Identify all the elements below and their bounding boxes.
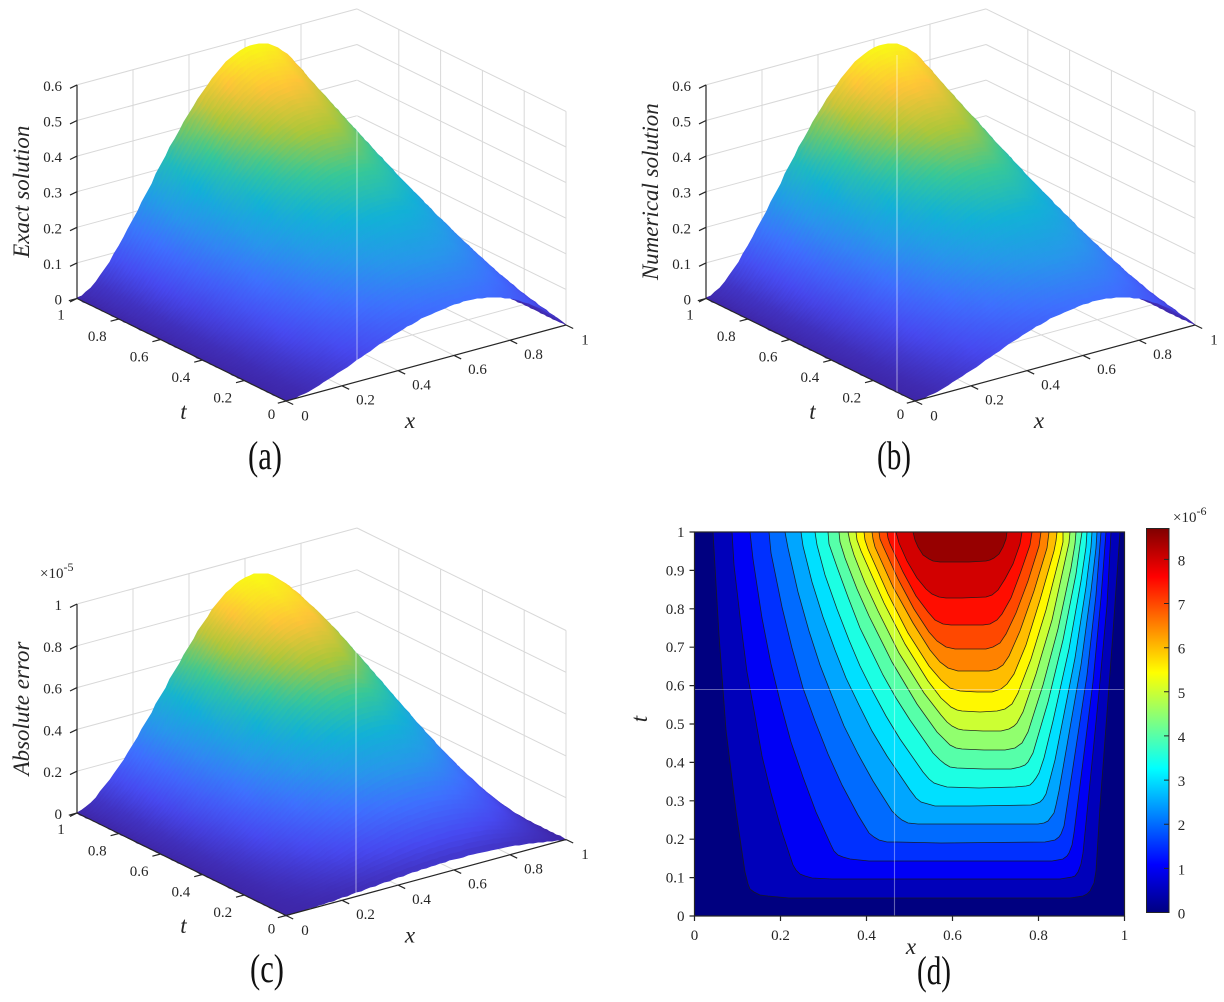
svg-text:0: 0 xyxy=(55,807,63,823)
svg-text:0.6: 0.6 xyxy=(943,928,962,944)
svg-text:0.3: 0.3 xyxy=(43,186,62,202)
svg-text:0.2: 0.2 xyxy=(356,907,375,923)
svg-text:x: x xyxy=(404,408,416,433)
svg-text:Absolute error: Absolute error xyxy=(9,640,34,777)
svg-text:0.9: 0.9 xyxy=(666,563,685,579)
svg-text:0.6: 0.6 xyxy=(130,864,149,880)
svg-text:1: 1 xyxy=(57,822,65,838)
svg-text:1: 1 xyxy=(1210,333,1218,349)
svg-text:0.4: 0.4 xyxy=(666,755,685,771)
svg-text:1: 1 xyxy=(1121,928,1129,944)
svg-text:0.1: 0.1 xyxy=(672,257,691,273)
svg-text:0.2: 0.2 xyxy=(213,391,232,407)
svg-text:0.4: 0.4 xyxy=(672,150,691,166)
svg-text:0: 0 xyxy=(684,293,692,309)
svg-text:0.5: 0.5 xyxy=(43,115,62,131)
svg-text:0.6: 0.6 xyxy=(1097,362,1116,378)
svg-text:x: x xyxy=(404,923,416,948)
svg-text:0: 0 xyxy=(930,409,938,425)
svg-text:0.4: 0.4 xyxy=(412,377,431,393)
svg-text:6: 6 xyxy=(1178,642,1186,658)
svg-text:t: t xyxy=(809,399,816,424)
svg-text:0.6: 0.6 xyxy=(130,350,149,366)
svg-text:1: 1 xyxy=(57,308,65,324)
svg-text:0: 0 xyxy=(55,293,63,309)
svg-text:0: 0 xyxy=(301,923,309,939)
svg-text:0.4: 0.4 xyxy=(43,150,62,166)
svg-text:0.6: 0.6 xyxy=(43,79,62,95)
svg-text:0: 0 xyxy=(677,909,685,925)
svg-text:0.6: 0.6 xyxy=(759,350,778,366)
svg-text:t: t xyxy=(180,913,187,938)
svg-text:0.4: 0.4 xyxy=(43,723,62,739)
svg-text:3: 3 xyxy=(1178,774,1186,790)
svg-text:0.4: 0.4 xyxy=(857,928,876,944)
svg-text:0: 0 xyxy=(301,409,309,425)
svg-text:t: t xyxy=(627,715,652,722)
svg-text:0.6: 0.6 xyxy=(468,877,487,893)
svg-text:0.6: 0.6 xyxy=(468,362,487,378)
svg-text:(a): (a) xyxy=(248,433,282,478)
svg-text:0.2: 0.2 xyxy=(672,221,691,237)
svg-text:0.5: 0.5 xyxy=(672,115,691,131)
svg-text:0.8: 0.8 xyxy=(524,347,543,363)
svg-text:1: 1 xyxy=(581,333,589,349)
svg-text:1: 1 xyxy=(677,525,685,541)
svg-text:0.2: 0.2 xyxy=(771,928,790,944)
svg-text:1: 1 xyxy=(686,308,694,324)
svg-text:0.5: 0.5 xyxy=(666,717,685,733)
svg-text:0.2: 0.2 xyxy=(43,221,62,237)
svg-text:Numerical solution: Numerical solution xyxy=(638,103,663,281)
svg-text:x: x xyxy=(905,934,917,959)
svg-text:0.8: 0.8 xyxy=(717,329,736,345)
svg-text:0.1: 0.1 xyxy=(43,257,62,273)
svg-text:0.8: 0.8 xyxy=(88,844,107,860)
svg-text:4: 4 xyxy=(1178,730,1186,746)
svg-text:0.6: 0.6 xyxy=(672,79,691,95)
svg-text:0.4: 0.4 xyxy=(412,892,431,908)
svg-text:0.1: 0.1 xyxy=(666,871,685,887)
svg-text:0: 0 xyxy=(897,407,905,423)
svg-text:x: x xyxy=(1033,408,1045,433)
svg-text:7: 7 xyxy=(1178,598,1186,614)
svg-text:0.2: 0.2 xyxy=(666,832,685,848)
svg-text:0.2: 0.2 xyxy=(842,391,861,407)
svg-text:1: 1 xyxy=(581,847,589,863)
svg-text:0.2: 0.2 xyxy=(213,905,232,921)
svg-text:0.8: 0.8 xyxy=(666,602,685,618)
svg-text:(d): (d) xyxy=(917,948,951,993)
svg-text:0.8: 0.8 xyxy=(1153,347,1172,363)
svg-text:t: t xyxy=(180,399,187,424)
svg-text:(b): (b) xyxy=(877,433,911,478)
svg-text:0: 0 xyxy=(1178,907,1186,923)
svg-text:5: 5 xyxy=(1178,686,1186,702)
svg-text:0: 0 xyxy=(691,928,699,944)
svg-text:0.6: 0.6 xyxy=(43,682,62,698)
svg-text:0.4: 0.4 xyxy=(172,885,191,901)
svg-text:0.7: 0.7 xyxy=(666,640,685,656)
svg-text:0: 0 xyxy=(268,922,276,938)
svg-text:0: 0 xyxy=(268,407,276,423)
svg-text:1: 1 xyxy=(55,598,63,614)
svg-text:2: 2 xyxy=(1178,818,1186,834)
svg-text:Exact solution: Exact solution xyxy=(9,126,34,259)
svg-text:0.4: 0.4 xyxy=(1041,377,1060,393)
svg-text:0.2: 0.2 xyxy=(43,765,62,781)
svg-text:0.3: 0.3 xyxy=(666,794,685,810)
svg-text:0.4: 0.4 xyxy=(801,370,820,386)
svg-text:0.2: 0.2 xyxy=(985,393,1004,409)
svg-text:0.8: 0.8 xyxy=(88,329,107,345)
svg-text:8: 8 xyxy=(1178,553,1186,569)
svg-text:0.2: 0.2 xyxy=(356,393,375,409)
svg-text:(c): (c) xyxy=(250,946,284,991)
svg-text:0.8: 0.8 xyxy=(524,861,543,877)
svg-text:0.8: 0.8 xyxy=(43,640,62,656)
svg-text:0.6: 0.6 xyxy=(666,679,685,695)
svg-text:0.8: 0.8 xyxy=(1029,928,1048,944)
svg-text:1: 1 xyxy=(1178,862,1186,878)
svg-text:0.3: 0.3 xyxy=(672,186,691,202)
svg-text:0.4: 0.4 xyxy=(172,370,191,386)
